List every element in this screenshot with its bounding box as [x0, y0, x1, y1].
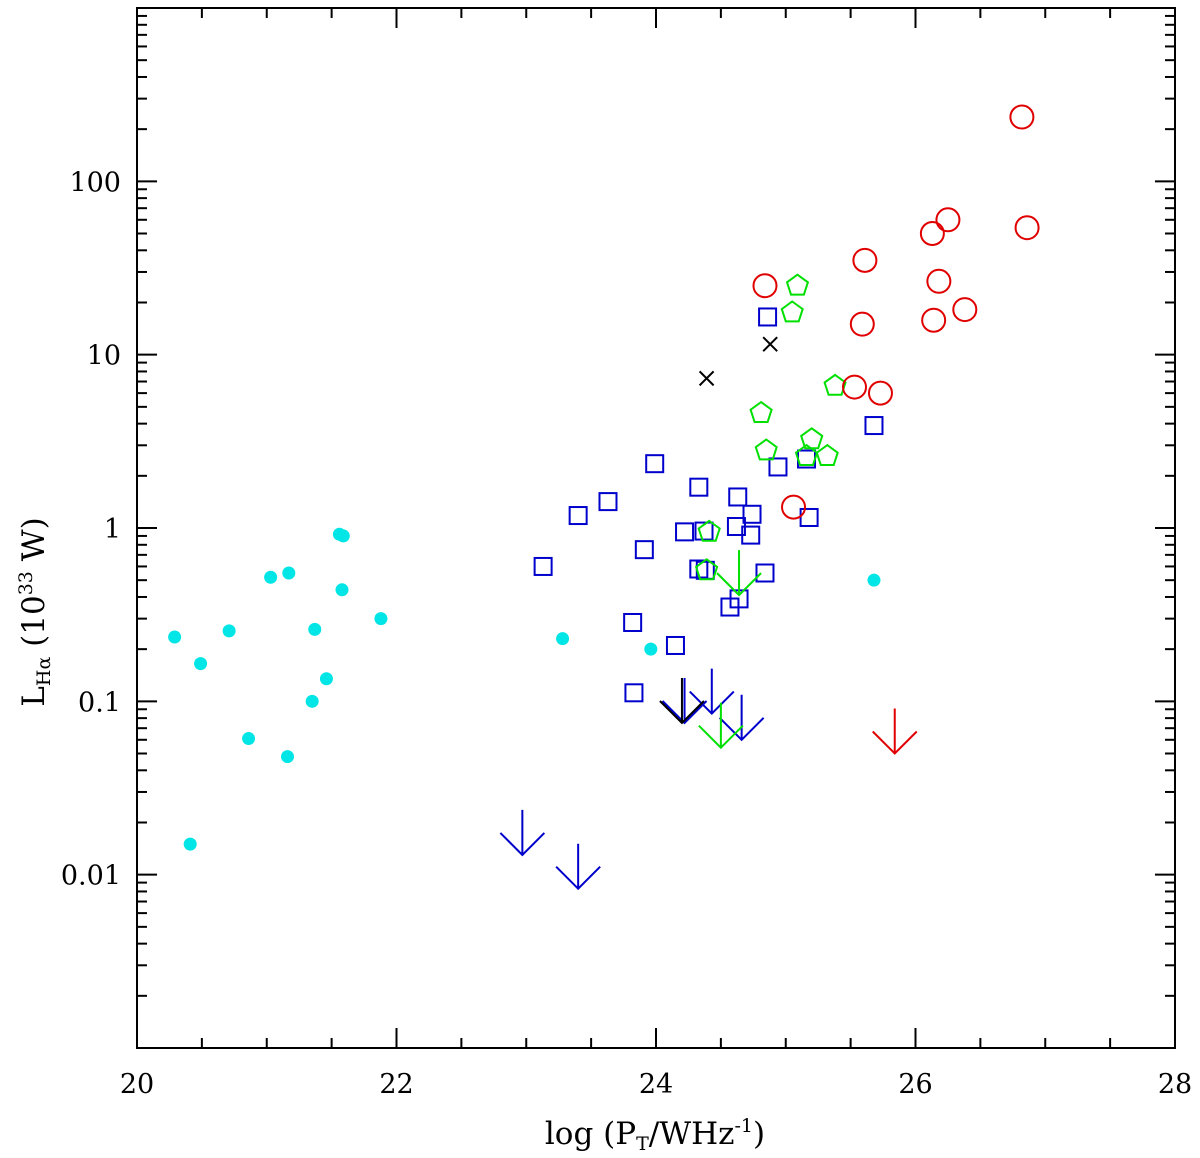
open-square-point	[864, 416, 884, 436]
cross-point	[762, 336, 778, 352]
filled-circle-point	[222, 624, 236, 638]
open-circle-point	[935, 207, 961, 233]
open-pentagon-point	[754, 438, 778, 461]
filled-circle-point	[242, 732, 256, 746]
x-axis-label: log (PT/WHz-1)	[545, 1115, 765, 1155]
filled-circle-point	[374, 612, 388, 626]
upper-limit-arrow	[555, 843, 601, 891]
cross-point	[698, 370, 715, 387]
open-circle-point	[1014, 215, 1040, 241]
filled-circle-point	[644, 642, 658, 656]
open-pentagon-point	[785, 273, 810, 296]
upper-limit-arrow	[716, 550, 762, 597]
x-tick-label: 28	[1158, 1069, 1192, 1100]
open-pentagon-point	[815, 443, 839, 466]
data-points	[168, 104, 1040, 891]
open-square-point	[623, 612, 643, 632]
x-tick-label: 22	[379, 1069, 413, 1100]
open-square-point	[598, 492, 618, 512]
open-square-point	[568, 506, 588, 526]
upper-limit-arrow	[698, 702, 744, 750]
x-tick-label: 26	[898, 1069, 932, 1100]
open-square-point	[755, 563, 775, 583]
filled-circle-point	[264, 570, 278, 584]
filled-circle-point	[282, 566, 296, 580]
open-circle-point	[752, 273, 778, 299]
upper-limit-arrow	[718, 694, 765, 742]
open-square-point	[742, 504, 762, 524]
open-circle-point	[952, 297, 978, 323]
open-square-point	[689, 477, 709, 497]
filled-circle-point	[308, 622, 322, 636]
open-square-point	[799, 507, 819, 527]
open-square-point	[634, 540, 654, 560]
upper-limit-arrow	[659, 677, 705, 725]
filled-circle-point	[305, 694, 319, 708]
filled-circle-point	[335, 583, 349, 597]
open-square-point	[675, 522, 695, 542]
plot-border	[136, 7, 1176, 1049]
filled-circle-point	[183, 837, 197, 851]
x-tick-label: 24	[639, 1069, 673, 1100]
open-square-point	[665, 635, 685, 655]
filled-circle-point	[867, 573, 881, 587]
open-square-point	[728, 487, 748, 507]
open-circle-point	[926, 268, 952, 294]
open-pentagon-point	[694, 558, 719, 581]
open-square-point	[741, 525, 761, 545]
y-axis-ticks: 0.01 0.1 1 10 100	[61, 14, 1175, 997]
upper-limit-arrow	[661, 677, 708, 725]
open-circle-point	[1009, 104, 1035, 130]
plot-frame	[136, 7, 1176, 1049]
y-tick-label: 0.01	[61, 861, 121, 892]
upper-limit-arrow	[499, 809, 546, 857]
y-tick-label: 100	[69, 167, 121, 198]
open-pentagon-point	[780, 300, 804, 323]
open-square-point	[694, 521, 714, 541]
filled-circle-point	[319, 672, 333, 686]
upper-limit-arrow	[872, 708, 918, 755]
open-circle-point	[842, 374, 868, 400]
y-tick-label: 10	[87, 341, 121, 372]
open-pentagon-point	[800, 427, 824, 450]
open-pentagon-point	[794, 443, 819, 466]
filled-circle-point	[168, 630, 182, 644]
open-square-point	[624, 683, 644, 703]
open-square-point	[768, 457, 788, 477]
x-axis-ticks: 20 22 24 26 28	[120, 8, 1192, 1100]
filled-circle-point	[281, 750, 295, 764]
open-pentagon-point	[749, 400, 773, 423]
open-pentagon-point	[697, 519, 721, 542]
y-tick-label: 1	[104, 514, 121, 545]
open-circle-point	[852, 247, 878, 273]
open-circle-point	[781, 494, 807, 520]
y-tick-label: 0.1	[78, 687, 121, 718]
y-axis-label: LHα (1033 W)	[15, 517, 55, 706]
open-circle-point	[921, 307, 947, 333]
upper-limit-arrow	[689, 668, 735, 715]
open-square-point	[645, 454, 665, 474]
open-circle-point	[849, 311, 875, 337]
filled-circle-point	[336, 529, 350, 543]
open-circle-point	[867, 380, 893, 406]
open-square-point	[533, 556, 553, 576]
x-tick-label: 20	[120, 1069, 154, 1100]
open-square-point	[758, 307, 778, 327]
filled-circle-point	[194, 657, 208, 671]
open-circle-point	[919, 221, 945, 247]
filled-circle-point	[556, 632, 570, 646]
